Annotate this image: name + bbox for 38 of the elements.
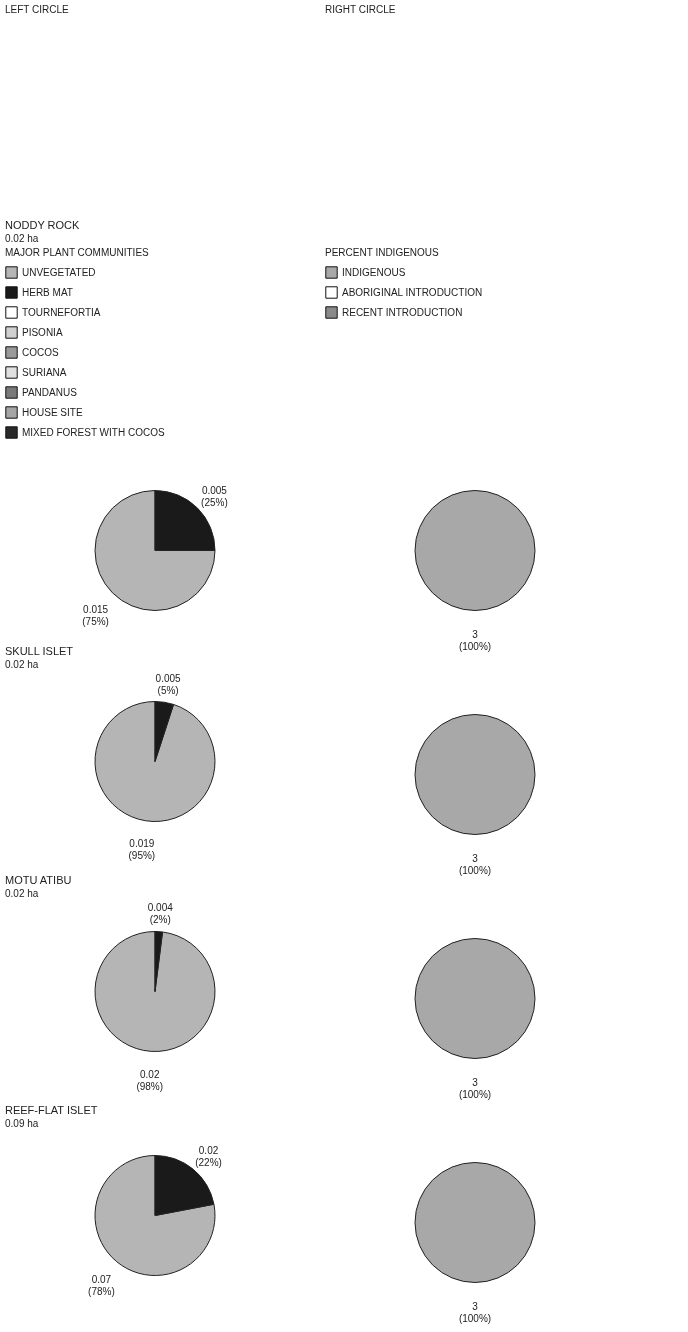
- data-label: 0.005 (5%): [155, 672, 182, 696]
- legend-title: PERCENT INDIGENOUS: [325, 247, 440, 258]
- legend-label: INDIGENOUS: [342, 266, 406, 278]
- data-label: 0.02 (98%): [136, 1069, 164, 1093]
- data-label: 3 (100%): [458, 1076, 492, 1100]
- data-label: 0.005 (25%): [201, 485, 228, 509]
- chart-title: NODDY ROCK: [5, 219, 81, 231]
- data-label: 3 (100%): [458, 628, 492, 652]
- legend-label: HERB MAT: [22, 286, 73, 298]
- legend-label: PISONIA: [22, 326, 63, 338]
- data-label: 3 (100%): [458, 1300, 492, 1324]
- data-label: 3 (100%): [458, 852, 492, 876]
- legend-label: RECENT INTRODUCTION: [342, 306, 463, 318]
- chart-subtitle: 0.09 ha: [5, 1118, 39, 1129]
- chart-subtitle: 0.02 ha: [5, 658, 39, 670]
- legend-title: MAJOR PLANT COMMUNITIES: [5, 247, 150, 258]
- text: LEFT CIRCLE: [5, 4, 70, 15]
- data-label: 0.02 (22%): [195, 1144, 222, 1168]
- legend-label: UNVEGETATED: [22, 266, 96, 278]
- data-label: 0.07 (78%): [88, 1274, 115, 1298]
- legend-label: HOUSE SITE: [22, 406, 83, 418]
- legend-label: ABORIGINAL INTRODUCTION: [342, 286, 483, 298]
- chart-title: SKULL ISLET: [5, 644, 74, 657]
- data-label: 0.015 (75%): [82, 603, 109, 627]
- legend-label: COCOS: [22, 346, 59, 358]
- legend-label: SURIANA: [22, 366, 67, 378]
- legend-label: TOURNEFORTIA: [22, 306, 101, 318]
- legend-label: MIXED FOREST WITH COCOS: [22, 426, 165, 438]
- data-label: 0.019 (95%): [128, 838, 156, 862]
- data-label: 0.004 (2%): [147, 901, 174, 925]
- chart-title: REEF-FLAT ISLET: [5, 1104, 98, 1116]
- chart-subtitle: 0.02 ha: [5, 887, 39, 899]
- legend-label: PANDANUS: [22, 386, 78, 398]
- text: RIGHT CIRCLE: [325, 4, 396, 15]
- pie-slice: [94, 701, 216, 822]
- chart-title: MOTU ATIBU: [5, 873, 72, 886]
- pie-slice: [94, 931, 216, 1052]
- chart-subtitle: 0.02 ha: [5, 233, 39, 244]
